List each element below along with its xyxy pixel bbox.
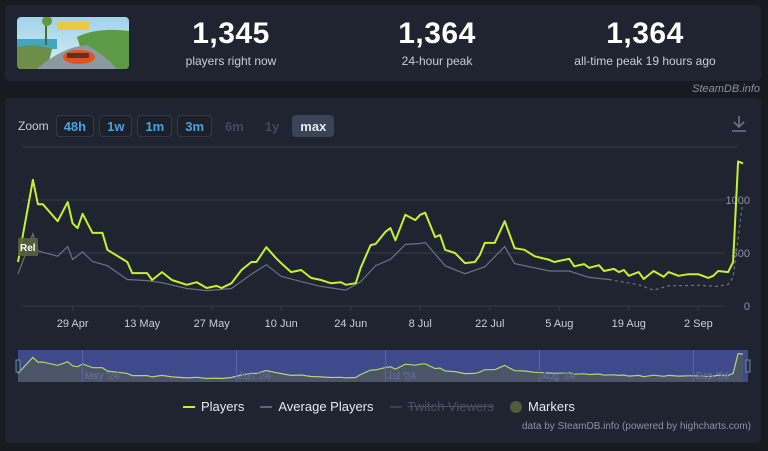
stat-label: 24-hour peak (401, 54, 473, 68)
svg-text:Sep '24: Sep '24 (695, 371, 729, 382)
svg-text:Jul '24: Jul '24 (387, 371, 416, 382)
chart-legend: Players Average Players Twitch Viewers M… (183, 399, 575, 414)
svg-text:19 Aug: 19 Aug (612, 318, 646, 330)
game-thumbnail-icon (17, 17, 129, 69)
legend-label: Markers (527, 399, 575, 414)
zoom-48h-button[interactable]: 48h (55, 115, 95, 137)
zoom-3m-button[interactable]: 3m (177, 115, 213, 137)
marker-dot-icon (509, 400, 522, 413)
zoom-bar: Zoom 48h 1w 1m 3m 6m 1y max (18, 114, 335, 138)
legend-label: Twitch Viewers (407, 399, 494, 414)
zoom-6m-button: 6m (225, 118, 244, 134)
svg-text:29 Apr: 29 Apr (57, 318, 89, 330)
twitch-line-icon (389, 405, 402, 408)
svg-text:2 Sep: 2 Sep (684, 318, 713, 330)
chart-card: 0 500 1000 29 Apr 13 May 27 May 10 Jun 24 Jun 8 … (5, 98, 761, 443)
average-line-icon (260, 405, 273, 408)
steamdb-watermark[interactable]: SteamDB.info (692, 83, 760, 95)
legend-label: Average Players (278, 399, 374, 414)
svg-text:27 May: 27 May (194, 318, 231, 330)
stat-label: players right now (185, 54, 277, 68)
download-icon[interactable] (731, 115, 747, 133)
stat-value: 1,364 (606, 17, 684, 50)
svg-text:Jun '24: Jun '24 (239, 371, 271, 382)
svg-text:8 Jul: 8 Jul (409, 318, 432, 330)
svg-text:1000: 1000 (726, 195, 750, 207)
stat-value: 1,364 (398, 17, 476, 50)
stat-value: 1,345 (192, 17, 270, 50)
stat-24h-peak: 1,364 24-hour peak (337, 17, 537, 69)
chart-credits[interactable]: data by SteamDB.info (powered by highcha… (522, 421, 751, 432)
svg-text:May '24: May '24 (85, 371, 120, 382)
zoom-max-button[interactable]: max (292, 115, 335, 137)
svg-text:24 Jun: 24 Jun (334, 318, 367, 330)
zoom-1y-button: 1y (264, 118, 280, 134)
legend-label: Players (201, 399, 245, 414)
stat-all-time-peak: 1,364 all-time peak 19 hours ago (545, 17, 745, 69)
zoom-1m-button[interactable]: 1m (137, 115, 173, 137)
svg-text:Aug '24: Aug '24 (541, 371, 575, 382)
legend-item-players[interactable]: Players (183, 399, 244, 414)
svg-text:5 Aug: 5 Aug (545, 318, 573, 330)
svg-text:Rel: Rel (20, 243, 36, 254)
svg-text:13 May: 13 May (124, 318, 161, 330)
players-line-icon (183, 405, 195, 408)
stat-label: all-time peak 19 hours ago (574, 54, 716, 68)
legend-item-average-players[interactable]: Average Players (260, 399, 374, 414)
stats-card: 1,345 players right now 1,364 24-hour pe… (5, 5, 761, 81)
svg-text:22 Jul: 22 Jul (475, 318, 504, 330)
svg-text:0: 0 (744, 301, 750, 313)
zoom-1w-button[interactable]: 1w (99, 115, 133, 137)
legend-item-markers[interactable]: Markers (509, 399, 575, 414)
legend-item-twitch-viewers[interactable]: Twitch Viewers (389, 399, 494, 414)
svg-text:10 Jun: 10 Jun (265, 318, 298, 330)
stat-players-now: 1,345 players right now (131, 17, 331, 69)
game-image[interactable] (17, 17, 129, 69)
zoom-label: Zoom (18, 119, 49, 133)
